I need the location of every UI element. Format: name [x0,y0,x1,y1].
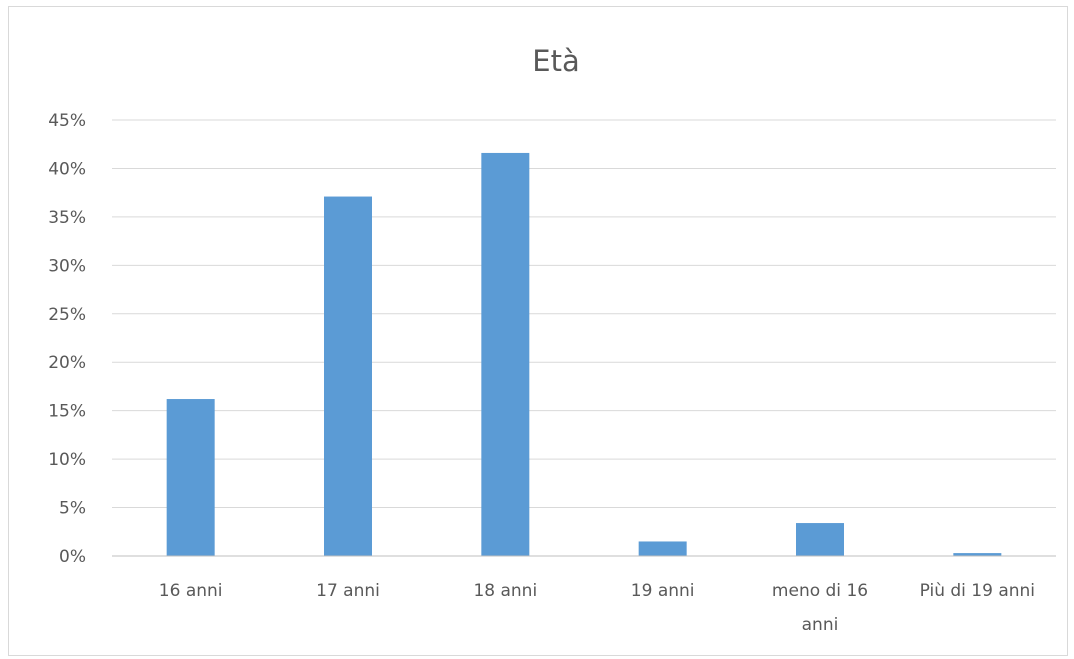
y-tick-label: 20% [48,353,86,373]
x-category-label: 18 anni [473,581,537,601]
x-category-label: 16 anni [159,581,223,601]
x-category-label: 17 anni [316,581,380,601]
gridlines [112,119,1056,509]
y-tick-label: 30% [48,256,86,276]
x-axis-labels: 16 anni 17 anni 18 anni 19 anni meno di 16 an… [159,581,1035,635]
bar [796,523,844,556]
y-tick-label: 0% [59,547,86,567]
y-tick-label: 25% [48,305,86,325]
bar [481,152,530,557]
bar [166,399,215,556]
y-tick-label: 45% [48,111,86,131]
y-axis-ticks: 0% 5% 10% 15% 20% 25% 30% 35% 40% 45% [48,111,86,567]
y-tick-label: 10% [48,450,86,470]
x-category-label: Più di 19 anni [920,581,1035,601]
bar [638,541,687,556]
chart-title: Età [532,44,579,78]
bars [166,152,1002,557]
y-tick-label: 35% [48,208,86,228]
y-tick-label: 15% [48,402,86,422]
x-category-label: 19 anni [631,581,695,601]
y-tick-label: 40% [48,159,86,179]
x-category-label: meno di 16 anni [772,581,868,635]
bar [953,553,1002,556]
y-tick-label: 5% [59,499,86,519]
bar [324,196,372,556]
